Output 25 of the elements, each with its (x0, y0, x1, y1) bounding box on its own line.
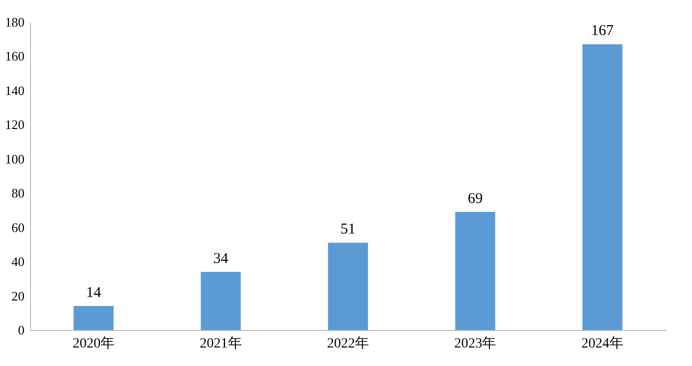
x-tick-label: 2022年 (327, 336, 369, 352)
y-tick-label: 100 (5, 151, 24, 166)
bar (582, 44, 622, 330)
y-tick-label: 180 (5, 14, 24, 30)
bar (74, 306, 114, 330)
x-tick-label: 2023年 (454, 336, 496, 352)
y-tick-label: 60 (12, 220, 24, 235)
bar (455, 212, 496, 330)
data-label: 14 (86, 285, 102, 302)
y-tick-label: 140 (5, 82, 24, 98)
data-label: 69 (468, 190, 483, 207)
y-tick-label: 80 (12, 186, 24, 201)
y-tick-label: 20 (12, 288, 24, 304)
y-tick-label: 120 (5, 117, 24, 132)
y-tick-label: 40 (12, 254, 24, 270)
bar (200, 272, 241, 330)
data-label: 51 (340, 222, 356, 238)
y-tick-label: 0 (18, 322, 24, 338)
data-label: 34 (213, 250, 229, 267)
data-label: 167 (591, 23, 614, 40)
x-tick-label: 2021年 (200, 336, 242, 352)
y-tick-label: 160 (5, 48, 24, 64)
bar (328, 242, 368, 330)
x-tick-label: 2020年 (72, 336, 115, 352)
x-tick-label: 2024年 (581, 336, 624, 352)
